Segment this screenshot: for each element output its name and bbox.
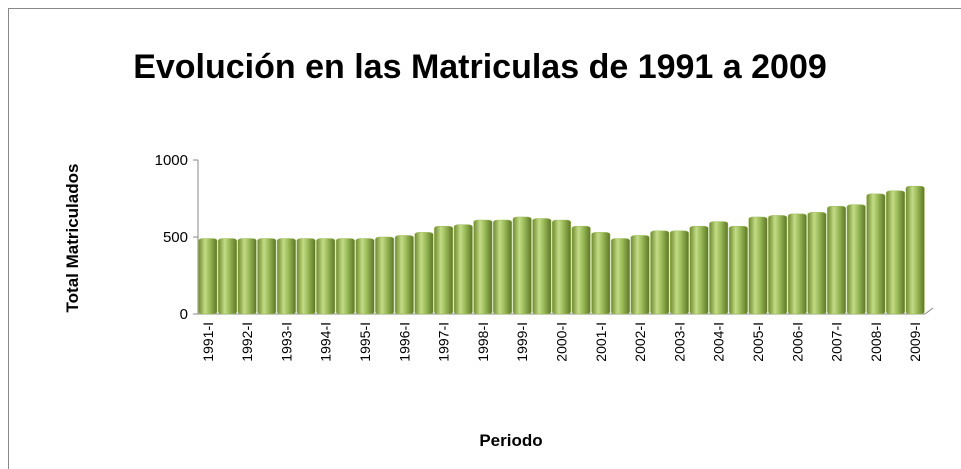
x-tick-label: 2004-I (711, 322, 727, 362)
bar (591, 232, 611, 315)
bar (630, 235, 650, 315)
bar (709, 221, 729, 315)
bar (276, 238, 296, 315)
bar (237, 238, 257, 315)
bar (748, 216, 768, 315)
x-tick-label: 2005-I (750, 322, 766, 362)
bar (198, 238, 218, 315)
x-tick-label: 1992-I (239, 322, 255, 362)
bar (768, 215, 788, 315)
bar (650, 230, 670, 315)
x-tick-label: 1993-I (278, 322, 294, 362)
bar (689, 225, 709, 315)
x-axis-depth (924, 307, 934, 315)
x-tick-label: 2008-I (868, 322, 884, 362)
bar (827, 205, 847, 315)
bar (728, 225, 748, 315)
x-tick-label: 1994-I (318, 322, 334, 362)
bar (552, 219, 571, 315)
x-tick-label: 2001-I (593, 322, 609, 362)
bar (512, 216, 532, 315)
x-tick-label: 2009-I (907, 322, 923, 362)
y-tick-label: 500 (163, 229, 188, 246)
x-tick-label: 1995-I (357, 322, 373, 362)
x-tick-label: 1991-I (200, 322, 216, 362)
y-tick-label: 1000 (155, 152, 188, 169)
bar (493, 219, 513, 315)
bar (217, 238, 237, 315)
x-tick-label: 1997-I (436, 322, 452, 362)
bar (473, 219, 493, 315)
bar (355, 238, 375, 315)
bar (807, 212, 827, 315)
bar (610, 238, 630, 315)
x-tick-label: 2002-I (632, 322, 648, 362)
bar (905, 185, 925, 315)
x-axis-label: Periodo (479, 431, 542, 450)
x-tick-label: 2006-I (789, 322, 805, 362)
x-tick-label: 1999-I (514, 322, 530, 362)
chart-title: Evolución en las Matriculas de 1991 a 20… (133, 48, 827, 86)
bar (571, 225, 591, 315)
x-tick-label: 1998-I (475, 322, 491, 362)
bar (787, 213, 807, 315)
x-tick-label: 1996-I (396, 322, 412, 362)
bar (453, 224, 473, 315)
x-tick-label: 2007-I (829, 322, 845, 362)
y-axis-label: Total Matriculados (63, 164, 82, 313)
bar (886, 190, 906, 315)
bar (846, 204, 866, 315)
x-tick-label: 2003-I (671, 322, 687, 362)
bar (394, 235, 414, 315)
bar (335, 238, 355, 315)
bar (866, 193, 886, 315)
x-tick-label: 2000-I (554, 322, 570, 362)
bar (375, 236, 395, 315)
bar (257, 238, 277, 315)
bar (669, 230, 689, 315)
bar (414, 232, 434, 315)
bar (316, 238, 336, 315)
bar (296, 238, 316, 315)
y-tick-label: 0 (180, 306, 188, 323)
bar (532, 218, 552, 315)
bar (434, 225, 454, 315)
